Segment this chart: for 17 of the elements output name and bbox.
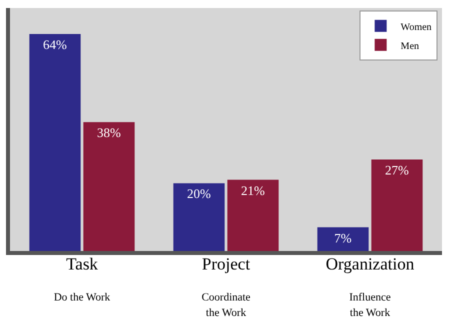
bar <box>371 159 423 251</box>
x-tick-label: Organization Influence the Work <box>326 254 415 320</box>
data-label: 64% <box>43 37 67 52</box>
data-label: 38% <box>97 125 121 140</box>
data-label: 7% <box>334 230 352 246</box>
data-label: 20% <box>187 186 211 202</box>
x-tick-label: Project Coordinate the Work <box>202 254 251 320</box>
data-label: 27% <box>385 162 409 178</box>
x-tick-label: Task Do the Work <box>54 254 111 304</box>
bar <box>173 183 225 251</box>
bar <box>227 180 279 251</box>
legend-label: Men <box>400 40 420 52</box>
bar <box>83 122 135 251</box>
legend-label: Women <box>400 22 432 33</box>
bar <box>29 34 81 251</box>
bar <box>317 227 369 251</box>
data-label: 21% <box>241 182 265 198</box>
